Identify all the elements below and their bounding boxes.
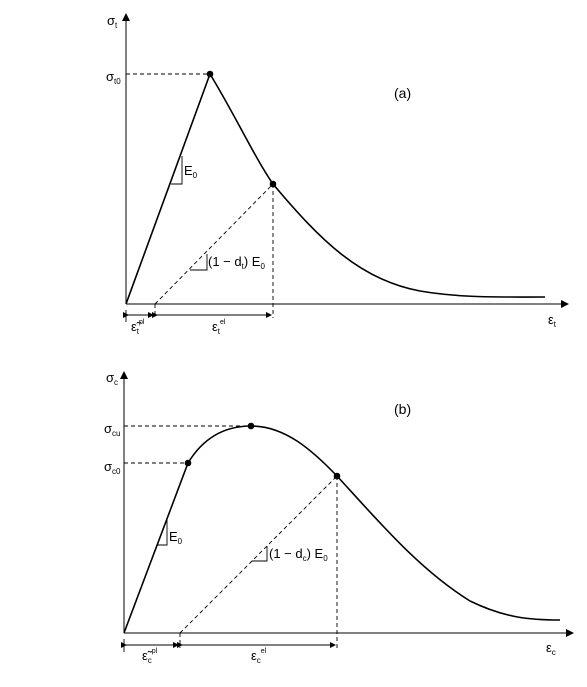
panel-b-modulus-triangle	[157, 519, 168, 546]
panel-b-damaged-modulus-triangle	[252, 546, 268, 562]
panel-b-unloading-line	[179, 475, 338, 634]
panel-b-ultimate-stress-label: σcu	[104, 421, 120, 438]
panel-b-compression: (b) σc εc σcu σc0 E0 (1 − dc) E0 ε̃cpl ε…	[104, 370, 574, 665]
panel-a-unload-point	[269, 180, 277, 188]
panel-b-initial-stress-label: σc0	[104, 459, 121, 476]
panel-b-plastic-strain-label: ε̃cpl	[142, 648, 158, 665]
panel-a-plastic-strain-label: ε̃tpl	[131, 319, 145, 336]
panel-b-y-axis-label: σc	[106, 370, 118, 387]
panel-a-modulus-triangle	[171, 156, 183, 185]
panel-b-x-axis-label: εc	[546, 640, 556, 657]
panel-a-x-axis-label: εt	[548, 312, 557, 329]
panel-a-peak-point	[206, 70, 214, 78]
panel-a-label: (a)	[394, 85, 411, 101]
panel-a-damaged-modulus-label: (1 − dt) E0	[208, 254, 265, 271]
panel-a-modulus-label: E0	[184, 163, 198, 180]
panel-b-damaged-modulus-label: (1 − dc) E0	[269, 546, 328, 563]
panel-b-initial-point	[184, 459, 192, 467]
panel-a-tension-curve	[125, 72, 546, 305]
panel-b-elastic-strain-label: εcel	[251, 648, 267, 665]
panel-a-peak-stress-label: σt0	[106, 69, 121, 86]
panel-a-elastic-strain-label: εtel	[212, 319, 226, 336]
panel-b-label: (b)	[394, 401, 411, 417]
panel-b-ultimate-point	[247, 422, 255, 430]
panel-b-unload-point	[333, 472, 341, 480]
panel-a-tension: (a) σt εt σt0 E0 (1 − dt) E0 ε̃tpl εtel	[106, 13, 569, 336]
panel-a-y-axis-label: σt	[107, 13, 118, 30]
panel-b-modulus-label: E0	[169, 529, 183, 546]
panel-b-compression-curve	[123, 425, 561, 634]
panel-a-unloading-line	[154, 183, 274, 305]
panel-a-damaged-modulus-triangle	[190, 254, 208, 271]
